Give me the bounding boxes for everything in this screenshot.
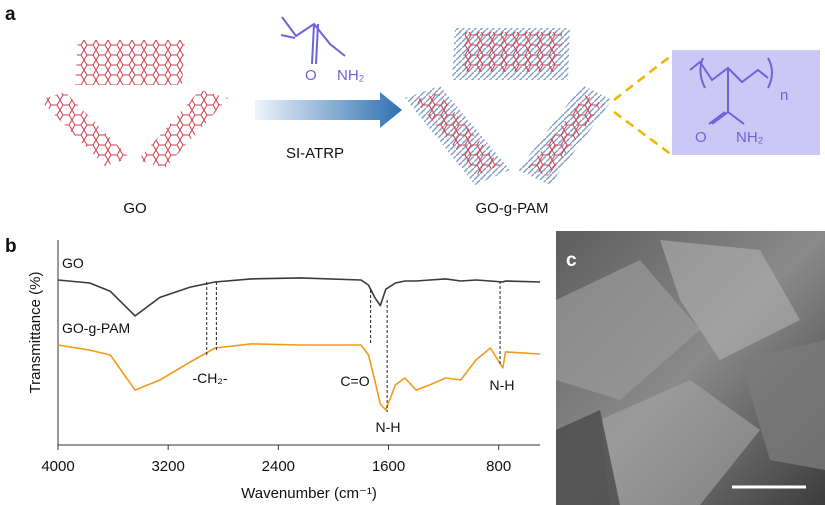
zoom-lines (613, 54, 673, 157)
spectrum-line (57, 277, 541, 317)
panel-label: b (5, 236, 17, 257)
polymer-box (672, 50, 820, 155)
x-tick-label: 4000 (41, 458, 74, 475)
monomer (280, 16, 346, 65)
panel-label: c (566, 250, 577, 271)
spectrum-line (57, 343, 541, 411)
series-label: GO (62, 255, 84, 271)
reaction-arrow (255, 92, 402, 128)
x-tick-label: 3200 (151, 458, 184, 475)
x-tick-label: 2400 (262, 458, 295, 475)
go-label: GO (123, 200, 146, 217)
ftir-chart: 4000 3200 2400 1600 800 Wavenumber (cm⁻¹) Tran… (27, 240, 541, 502)
x-tick-label: 800 (486, 458, 511, 475)
polymer-o: O (695, 129, 707, 146)
product-label: GO-g-PAM (475, 200, 548, 217)
annotation: N-H (490, 377, 515, 393)
monomer-nh2: NH₂ (337, 67, 365, 84)
x-axis-label: Wavenumber (cm⁻¹) (241, 485, 377, 502)
polymer (689, 57, 773, 125)
grafted-sheets (405, 28, 612, 185)
go-sheets (40, 40, 228, 168)
reaction-label: SI-ATRP (286, 145, 344, 162)
polymer-nh2: NH₂ (736, 129, 764, 146)
annotation: -CH₂- (193, 370, 228, 386)
polymer-n: n (780, 87, 788, 104)
series-label: GO-g-PAM (62, 320, 130, 336)
annotation: N-H (376, 419, 401, 435)
sem-image (556, 231, 825, 505)
panel-label: a (5, 4, 16, 25)
annotation: C=O (340, 373, 369, 389)
y-axis-label: Transmittance (%) (27, 272, 44, 394)
x-tick-label: 1600 (372, 458, 405, 475)
monomer-o: O (305, 67, 317, 84)
axes (57, 240, 540, 446)
